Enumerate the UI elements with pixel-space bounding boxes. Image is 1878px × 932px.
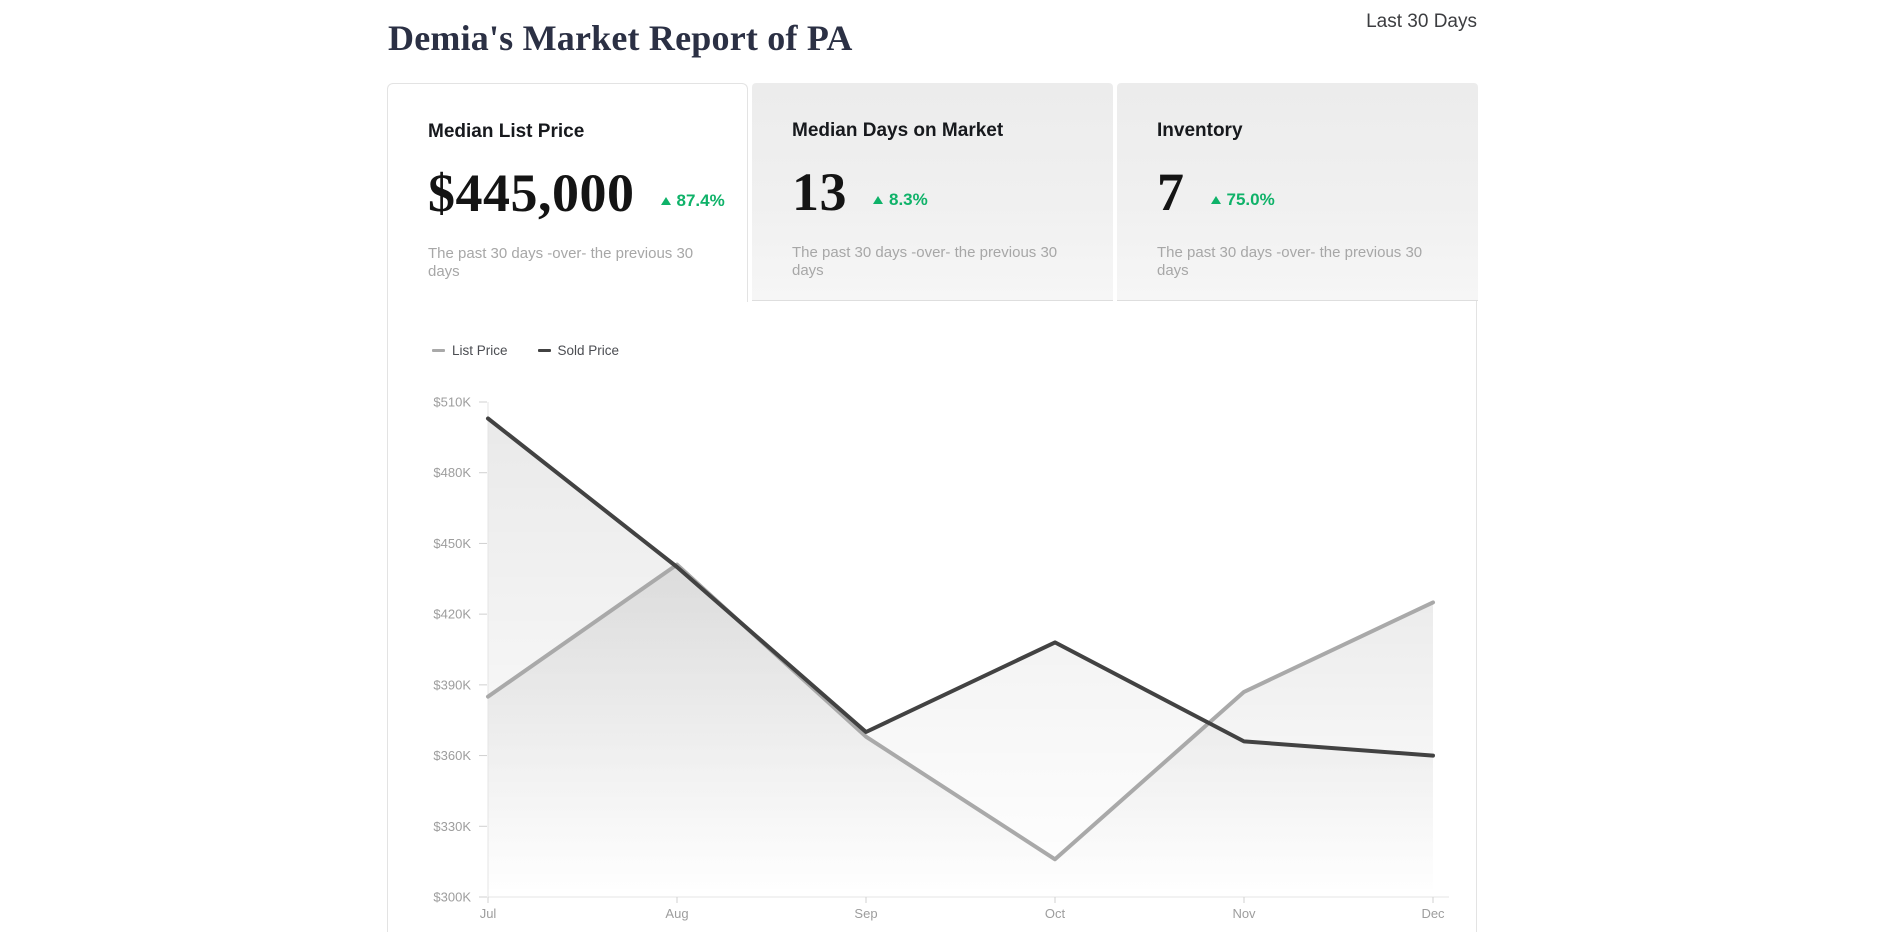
y-tick-label: $420K bbox=[433, 607, 471, 622]
tab-inventory[interactable]: Inventory 7 75.0% The past 30 days -over… bbox=[1117, 83, 1478, 301]
y-tick-label: $330K bbox=[433, 819, 471, 834]
chart-legend: List Price Sold Price bbox=[432, 343, 619, 358]
up-triangle-icon bbox=[661, 197, 671, 205]
y-tick-label: $360K bbox=[433, 748, 471, 763]
card-value-row: $445,000 87.4% bbox=[428, 167, 707, 219]
card-subtitle: The past 30 days -over- the previous 30 … bbox=[792, 244, 1073, 280]
price-trend-chart: $510K $480K $450K $420K $390K $360K $330K $300K… bbox=[387, 316, 1477, 932]
legend-dash-icon bbox=[538, 349, 551, 352]
change-value: 75.0% bbox=[1227, 190, 1275, 210]
period-label: Last 30 Days bbox=[1366, 11, 1477, 33]
change-value: 87.4% bbox=[677, 191, 725, 211]
card-title: Median List Price bbox=[428, 122, 707, 141]
legend-label: List Price bbox=[452, 343, 508, 358]
market-report-page: Demia's Market Report of PA Last 30 Days… bbox=[0, 0, 1878, 932]
legend-item-list-price: List Price bbox=[432, 343, 508, 358]
card-value: $445,000 bbox=[428, 167, 635, 219]
change-badge: 87.4% bbox=[661, 191, 725, 211]
card-title: Inventory bbox=[1157, 121, 1438, 140]
up-triangle-icon bbox=[1211, 196, 1221, 204]
y-tick-label: $390K bbox=[433, 677, 471, 692]
card-subtitle: The past 30 days -over- the previous 30 … bbox=[428, 245, 707, 281]
page-title: Demia's Market Report of PA bbox=[388, 16, 853, 60]
up-triangle-icon bbox=[873, 196, 883, 204]
card-value-row: 7 75.0% bbox=[1157, 166, 1438, 218]
y-tick-label: $480K bbox=[433, 465, 471, 480]
legend-dash-icon bbox=[432, 349, 445, 352]
x-tick-label: Jul bbox=[480, 906, 497, 921]
card-value-row: 13 8.3% bbox=[792, 166, 1073, 218]
x-tick-label: Aug bbox=[665, 906, 688, 921]
card-value: 7 bbox=[1157, 166, 1185, 218]
sold-price-area bbox=[488, 419, 1433, 898]
x-tick-label: Oct bbox=[1045, 906, 1066, 921]
change-badge: 75.0% bbox=[1211, 190, 1275, 210]
y-tick-label: $510K bbox=[433, 395, 471, 410]
tab-median-list-price[interactable]: Median List Price $445,000 87.4% The pas… bbox=[387, 83, 748, 302]
x-tick-label: Nov bbox=[1232, 906, 1256, 921]
y-tick-label: $450K bbox=[433, 536, 471, 551]
card-title: Median Days on Market bbox=[792, 121, 1073, 140]
change-badge: 8.3% bbox=[873, 190, 928, 210]
x-tick-label: Sep bbox=[854, 906, 877, 921]
y-tick-label: $300K bbox=[433, 890, 471, 905]
change-value: 8.3% bbox=[889, 190, 928, 210]
legend-label: Sold Price bbox=[558, 343, 620, 358]
card-value: 13 bbox=[792, 166, 847, 218]
x-tick-label: Dec bbox=[1421, 906, 1445, 921]
tab-median-days-on-market[interactable]: Median Days on Market 13 8.3% The past 3… bbox=[752, 83, 1113, 301]
legend-item-sold-price: Sold Price bbox=[538, 343, 620, 358]
card-subtitle: The past 30 days -over- the previous 30 … bbox=[1157, 244, 1438, 280]
